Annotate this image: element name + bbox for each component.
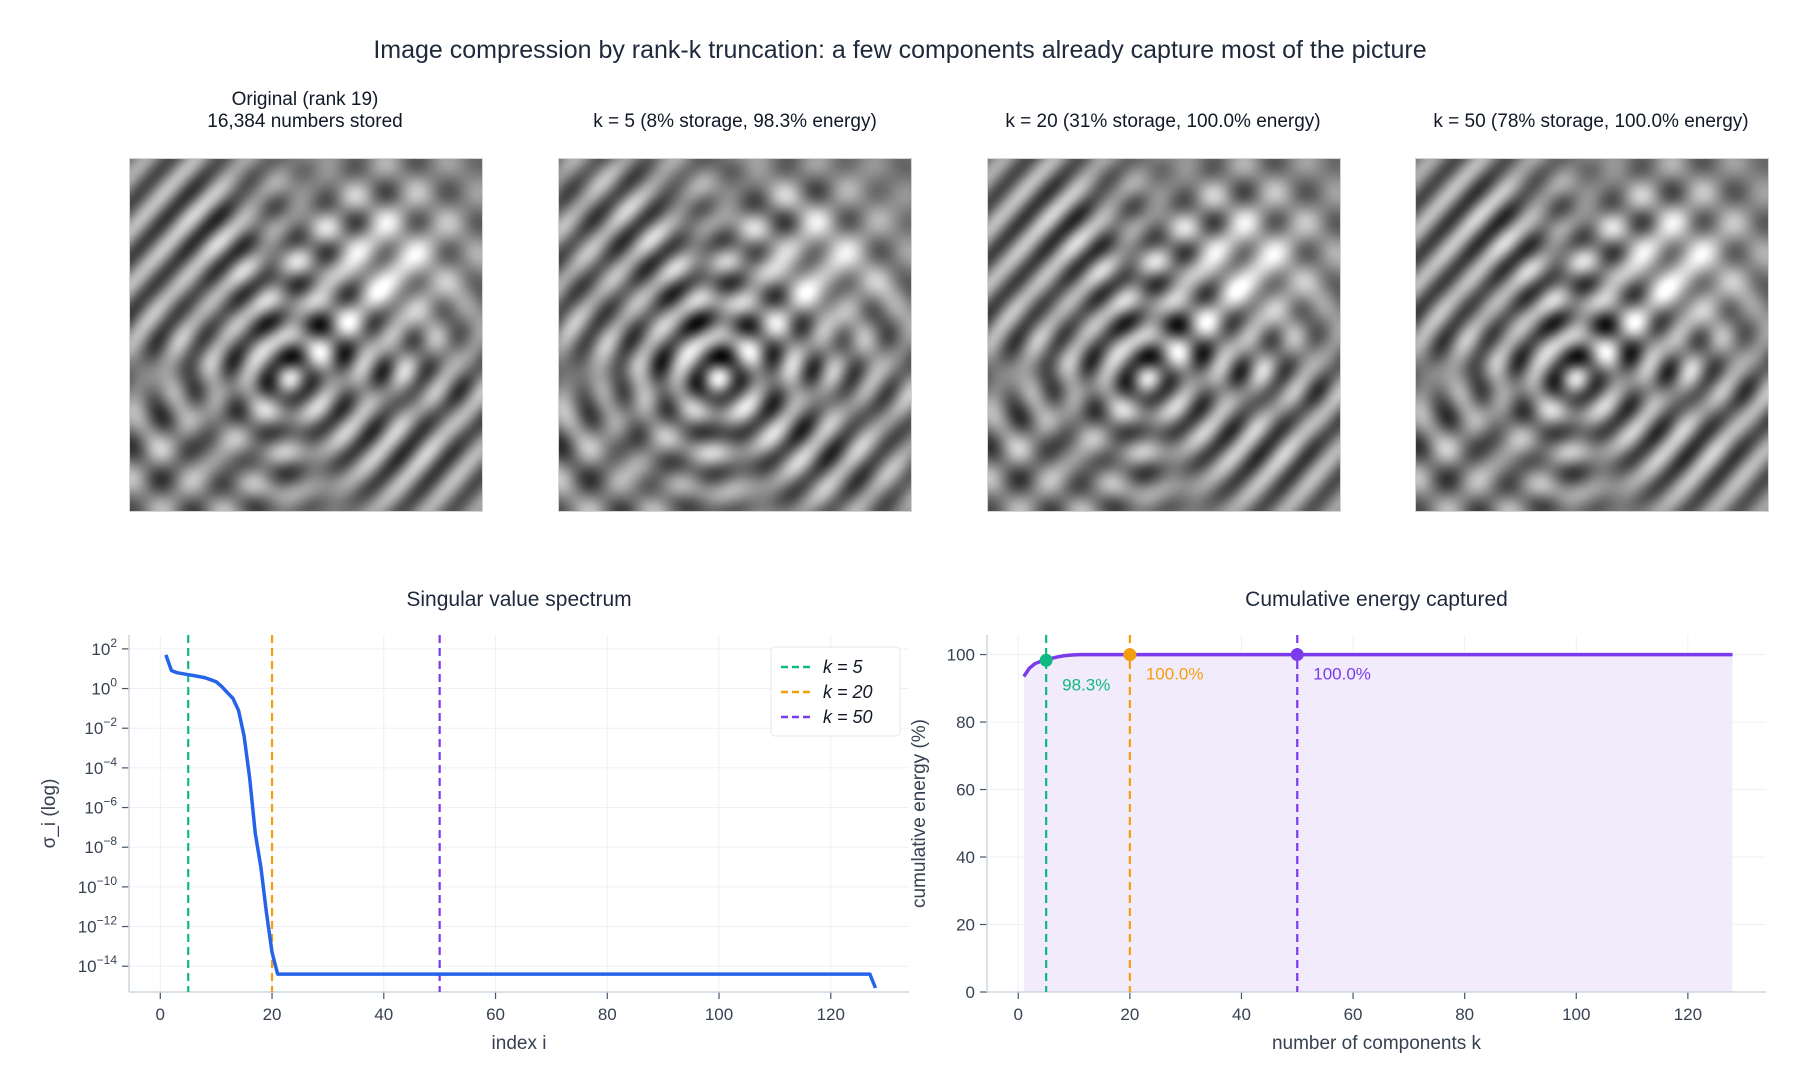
x-tick-label: 0: [1014, 1005, 1023, 1024]
panel-title-k5: k = 5 (8% storage, 98.3% energy): [593, 111, 877, 132]
y-tick-label: 10−2: [84, 715, 117, 738]
y-tick-label: 10−4: [84, 755, 117, 778]
panel-title-k20: k = 20 (31% storage, 100.0% energy): [1005, 111, 1321, 132]
x-tick-label: 40: [1232, 1005, 1251, 1024]
y-tick-label: 10−10: [78, 874, 118, 897]
image-k50: [1415, 158, 1769, 512]
y-tick-label: 100: [91, 676, 117, 699]
y-tick-label: 60: [956, 781, 975, 800]
energy-area: [1023, 654, 1733, 992]
y-tick-label: 10−14: [78, 953, 118, 976]
y-tick-label: 10−6: [84, 795, 117, 818]
x-tick-label: 20: [263, 1005, 282, 1024]
marker-label-k50: 100.0%: [1313, 665, 1371, 684]
y-tick-label: 20: [956, 916, 975, 935]
x-tick-label: 80: [1455, 1005, 1474, 1024]
y-axis-label: cumulative energy (%): [909, 719, 930, 908]
x-tick-label: 0: [156, 1005, 165, 1024]
legend-entry: k = 5: [823, 657, 864, 677]
panel-title-k50: k = 50 (78% storage, 100.0% energy): [1433, 111, 1749, 132]
panel-title-line1: Original (rank 19): [231, 89, 379, 110]
y-tick-label: 40: [956, 848, 975, 867]
marker-label-k5: 98.3%: [1062, 675, 1110, 694]
x-axis-label: number of components k: [1272, 1033, 1482, 1054]
x-tick-label: 100: [1562, 1005, 1590, 1024]
y-axis-label: σ_i (log): [39, 779, 60, 849]
y-tick-label: 80: [956, 713, 975, 732]
marker-k5: [1039, 653, 1053, 667]
image-k20: [987, 158, 1341, 512]
spectrum-line: [164, 654, 878, 989]
legend-entry: k = 50: [823, 707, 873, 727]
x-tick-label: 60: [486, 1005, 505, 1024]
x-tick-label: 120: [817, 1005, 845, 1024]
image-original: [129, 158, 483, 512]
marker-k50: [1290, 648, 1304, 662]
figure-title: Image compression by rank-k truncation: …: [373, 36, 1427, 64]
y-tick-label: 100: [947, 646, 975, 665]
energy-title: Cumulative energy captured: [1245, 588, 1508, 611]
x-tick-label: 60: [1344, 1005, 1363, 1024]
x-tick-label: 80: [598, 1005, 617, 1024]
x-tick-label: 40: [374, 1005, 393, 1024]
legend-box: [770, 646, 901, 737]
marker-k20: [1123, 648, 1137, 662]
x-axis-label: index i: [492, 1033, 547, 1054]
legend-entry: k = 20: [823, 682, 873, 702]
x-tick-label: 20: [1120, 1005, 1139, 1024]
spectrum-title: Singular value spectrum: [406, 588, 632, 611]
panel-title-original: Original (rank 19) 16,384 numbers stored: [129, 89, 481, 133]
x-tick-label: 100: [705, 1005, 733, 1024]
y-tick-label: 10−12: [78, 914, 118, 937]
marker-label-k20: 100.0%: [1146, 665, 1204, 684]
energy-line: [1022, 652, 1733, 678]
panel-title-line2: 16,384 numbers stored: [207, 111, 403, 132]
y-tick-label: 10−8: [84, 834, 117, 857]
y-tick-label: 102: [91, 636, 117, 659]
image-k5: [558, 158, 912, 512]
y-tick-label: 0: [966, 983, 975, 1002]
x-tick-label: 120: [1674, 1005, 1702, 1024]
